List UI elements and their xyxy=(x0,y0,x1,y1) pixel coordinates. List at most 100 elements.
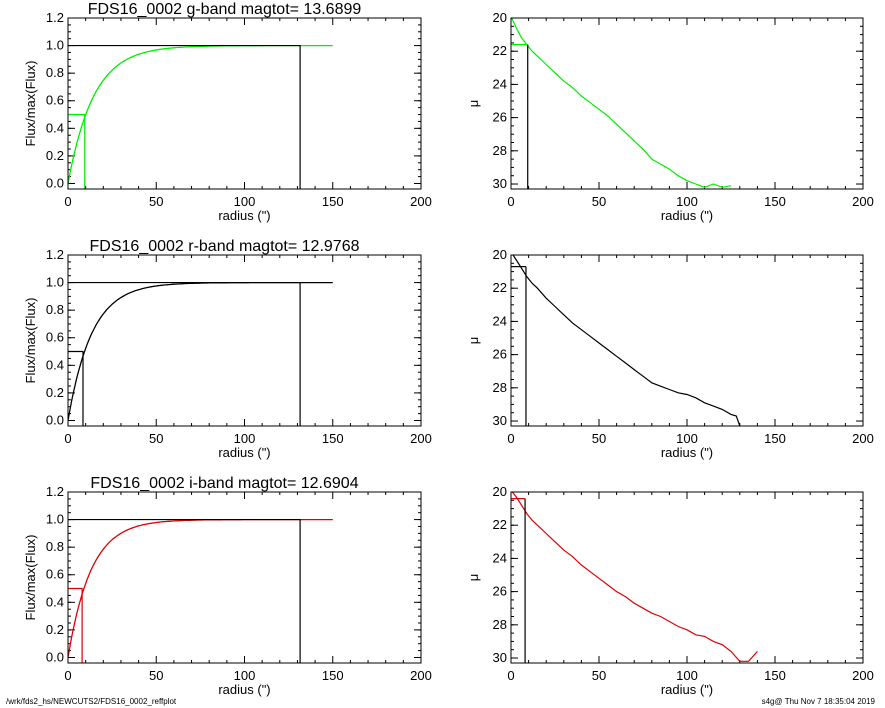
y-tick-label: 0.0 xyxy=(46,175,64,190)
x-tick-label: 50 xyxy=(592,194,606,209)
x-tick-label: 200 xyxy=(410,668,432,683)
y-tick-label: 0.8 xyxy=(46,302,64,317)
x-axis-label: radius (") xyxy=(661,445,713,460)
x-tick-label: 50 xyxy=(149,431,163,446)
y-tick-label: 26 xyxy=(493,110,507,125)
y-tick-label: 30 xyxy=(493,413,507,428)
y-tick-label: 20 xyxy=(493,10,507,25)
y-tick-label: 26 xyxy=(493,584,507,599)
y-axis-label: μ xyxy=(466,337,481,345)
footer-path: /wrk/fds2_hs/NEWCUTS2/FDS16_0002_reffplo… xyxy=(6,697,177,706)
y-axis-label: Flux/max(Flux) xyxy=(23,298,38,384)
x-tick-label: 150 xyxy=(322,194,344,209)
plot-frame xyxy=(510,254,864,427)
panel-r-growth: 0 50 100 150 200 0.0 0.2 0.4 0.6 0.8 1.0 1.2 radius … xyxy=(23,238,432,460)
plot-area xyxy=(68,44,333,189)
surface-brightness-line xyxy=(511,18,732,188)
total-light-marker xyxy=(68,518,301,663)
plot-frame xyxy=(67,17,422,190)
y-axis-label: Flux/max(Flux) xyxy=(23,535,38,621)
y-tick-label: 1.2 xyxy=(46,484,64,499)
y-tick-label: 24 xyxy=(493,76,507,91)
plot-area xyxy=(68,518,333,663)
y-tick-label: 0.4 xyxy=(46,120,64,135)
panel-i-profile: 0 50 100 150 200 20 22 24 26 28 30 radius (") μ xyxy=(466,484,874,697)
y-tick-label: 1.0 xyxy=(46,512,64,527)
plot-area xyxy=(511,18,732,189)
x-tick-label: 50 xyxy=(592,668,606,683)
half-light-marker xyxy=(68,113,86,189)
plot-frame xyxy=(510,491,864,664)
panel-title: FDS16_0002 i-band magtot= 12.6904 xyxy=(90,475,358,492)
x-tick-label: 150 xyxy=(322,668,344,683)
surface-brightness-line xyxy=(512,255,741,426)
x-tick-label: 150 xyxy=(764,194,786,209)
x-tick-label: 200 xyxy=(852,431,874,446)
y-tick-label: 22 xyxy=(493,43,507,58)
panel-r-profile: 0 50 100 150 200 20 22 24 26 28 30 radius (") μ xyxy=(466,247,874,460)
y-axis-label: Flux/max(Flux) xyxy=(23,61,38,147)
y-tick-label: 22 xyxy=(493,280,507,295)
y-tick-label: 0.2 xyxy=(46,385,64,400)
y-tick-label: 0.2 xyxy=(46,148,64,163)
plot-frame xyxy=(67,254,422,427)
y-tick-label: 0.6 xyxy=(46,93,64,108)
growth-curve-line xyxy=(68,518,333,658)
y-axis-label: μ xyxy=(466,574,481,582)
x-tick-label: 200 xyxy=(852,668,874,683)
y-tick-label: 30 xyxy=(493,176,507,191)
x-axis-label: radius (") xyxy=(661,682,713,697)
x-tick-label: 150 xyxy=(764,668,786,683)
x-tick-label: 100 xyxy=(676,194,698,209)
x-tick-label: 100 xyxy=(234,194,256,209)
growth-curve-line xyxy=(68,44,333,184)
y-axis-label: μ xyxy=(466,100,481,108)
x-axis-label: radius (") xyxy=(218,208,270,223)
panel-g-profile: 0 50 100 150 200 20 22 24 26 28 30 radius (") μ xyxy=(466,10,874,223)
y-tick-label: 1.2 xyxy=(46,247,64,262)
y-tick-label: 24 xyxy=(493,550,507,565)
y-tick-label: 20 xyxy=(493,484,507,499)
x-tick-label: 0 xyxy=(507,431,514,446)
plot-area xyxy=(68,281,333,426)
x-tick-label: 100 xyxy=(234,431,256,446)
y-tick-label: 22 xyxy=(493,517,507,532)
y-tick-label: 30 xyxy=(493,650,507,665)
half-light-marker xyxy=(68,350,84,426)
x-tick-label: 100 xyxy=(676,431,698,446)
x-tick-label: 0 xyxy=(507,194,514,209)
surface-brightness-line xyxy=(511,492,758,662)
footer-timestamp: s4g@ Thu Nov 7 18:35:04 2019 xyxy=(761,697,875,706)
total-light-marker xyxy=(68,281,301,426)
x-tick-label: 0 xyxy=(64,668,71,683)
x-tick-label: 0 xyxy=(507,668,514,683)
y-tick-label: 0.2 xyxy=(46,622,64,637)
plot-frame xyxy=(67,491,422,664)
x-tick-label: 150 xyxy=(322,431,344,446)
y-tick-label: 0.6 xyxy=(46,567,64,582)
y-tick-label: 0.6 xyxy=(46,330,64,345)
x-tick-label: 200 xyxy=(410,194,432,209)
x-tick-label: 150 xyxy=(764,431,786,446)
x-tick-label: 0 xyxy=(64,431,71,446)
y-tick-label: 28 xyxy=(493,143,507,158)
y-tick-label: 26 xyxy=(493,347,507,362)
y-tick-label: 1.0 xyxy=(46,38,64,53)
x-tick-label: 200 xyxy=(410,431,432,446)
y-tick-label: 0.4 xyxy=(46,357,64,372)
panel-i-growth: 0 50 100 150 200 0.0 0.2 0.4 0.6 0.8 1.0 1.2 radius … xyxy=(23,475,432,697)
panel-title: FDS16_0002 g-band magtot= 13.6899 xyxy=(88,1,362,18)
plot-frame xyxy=(510,17,864,190)
y-tick-label: 20 xyxy=(493,247,507,262)
x-tick-label: 50 xyxy=(592,431,606,446)
x-axis-label: radius (") xyxy=(218,682,270,697)
panel-g-growth: 0 50 100 150 200 0.0 0.2 0.4 0.6 0.8 1.0 1.2 radius … xyxy=(23,1,432,223)
y-tick-label: 28 xyxy=(493,617,507,632)
y-tick-label: 0.0 xyxy=(46,412,64,427)
total-light-marker xyxy=(68,44,301,189)
x-tick-label: 200 xyxy=(852,194,874,209)
y-tick-label: 0.4 xyxy=(46,594,64,609)
y-tick-label: 0.8 xyxy=(46,65,64,80)
x-axis-label: radius (") xyxy=(218,445,270,460)
